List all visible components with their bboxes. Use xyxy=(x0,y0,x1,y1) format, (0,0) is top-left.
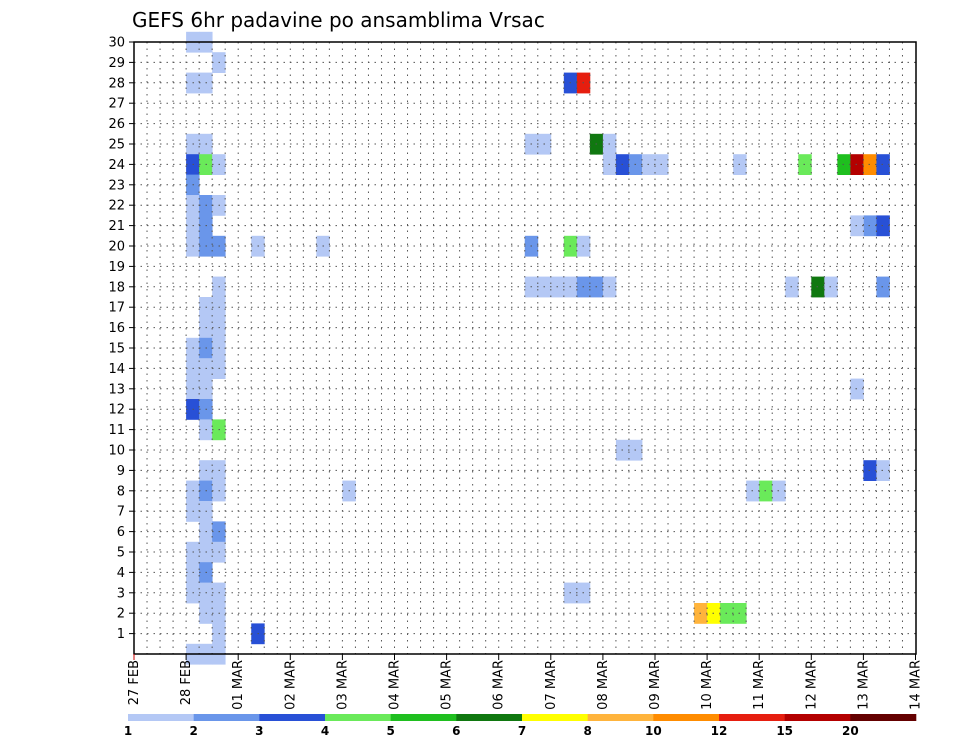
legend-label: 4 xyxy=(321,724,329,738)
legend-label: 10 xyxy=(645,724,662,738)
legend-swatch xyxy=(259,714,326,721)
legend-label: 3 xyxy=(255,724,263,738)
legend-swatch xyxy=(193,714,260,721)
legend-label: 7 xyxy=(518,724,526,738)
x-tick-label: 09 MAR xyxy=(648,660,663,710)
legend-label: 6 xyxy=(452,724,460,738)
y-tick-label: 15 xyxy=(108,342,125,357)
heatmap-cell xyxy=(863,154,877,175)
heatmap-cell xyxy=(876,276,890,298)
legend-swatch xyxy=(653,714,720,721)
legend-label: 12 xyxy=(711,724,728,738)
legend-label: 20 xyxy=(842,724,859,738)
x-tick-label: 14 MAR xyxy=(909,660,924,710)
y-tick-label: 29 xyxy=(108,56,125,71)
gridlines xyxy=(134,41,916,654)
y-tick-label: 2 xyxy=(117,607,125,622)
y-tick-label: 1 xyxy=(117,627,125,642)
y-tick-label: 30 xyxy=(108,36,125,51)
heatmap-cell xyxy=(837,154,851,175)
x-tick-label: 13 MAR xyxy=(856,660,871,710)
y-tick-label: 25 xyxy=(108,138,125,153)
heatmap-cell xyxy=(811,276,825,298)
legend-swatch xyxy=(325,714,391,721)
y-tick-label: 8 xyxy=(117,484,125,499)
y-tick-label: 13 xyxy=(108,382,125,397)
legend-label: 15 xyxy=(776,724,793,738)
x-tick-label: 07 MAR xyxy=(544,660,559,710)
y-tick-label: 21 xyxy=(108,219,125,234)
x-tick-label: 01 MAR xyxy=(231,660,246,710)
y-tick-label: 4 xyxy=(117,566,125,581)
y-tick-label: 7 xyxy=(117,505,125,520)
heatmap-cell xyxy=(850,378,864,400)
x-tick-label: 05 MAR xyxy=(440,660,455,710)
heatmap-cell xyxy=(824,276,838,298)
chart-title: GEFS 6hr padavine po ansamblima Vrsac xyxy=(132,8,545,32)
y-tick-label: 23 xyxy=(108,178,125,193)
y-tick-label: 20 xyxy=(108,240,125,255)
legend-swatch xyxy=(128,714,194,721)
y-tick-label: 5 xyxy=(117,546,125,561)
legend-swatch xyxy=(522,714,588,721)
color-legend: 1 2 3 4 5 6 7 8 10 12 15 20 xyxy=(124,714,917,738)
legend-swatch xyxy=(456,714,523,721)
heatmap-cell xyxy=(863,460,877,481)
y-tick-label: 12 xyxy=(108,403,125,418)
x-tick-label: 28 FEB xyxy=(179,660,194,705)
x-tick-label: 10 MAR xyxy=(700,660,715,710)
x-tick-label: 03 MAR xyxy=(335,660,350,710)
y-tick-label: 27 xyxy=(108,97,125,112)
y-tick-label: 9 xyxy=(117,464,125,479)
heatmap-cell xyxy=(850,215,864,237)
y-tick-label: 16 xyxy=(108,321,125,336)
heatmap-cell xyxy=(876,215,890,237)
y-tick-label: 14 xyxy=(108,362,125,377)
y-tick-label: 3 xyxy=(117,586,125,601)
legend-swatch xyxy=(719,714,785,721)
legend-label: 8 xyxy=(583,724,591,738)
y-tick-label: 11 xyxy=(108,423,125,438)
heatmap-cell xyxy=(876,154,890,175)
y-tick-label: 10 xyxy=(108,444,125,459)
x-tick-label: 06 MAR xyxy=(492,660,507,710)
legend-label: 2 xyxy=(189,724,197,738)
heatmap-cell xyxy=(863,215,877,237)
legend-swatch xyxy=(784,714,851,721)
y-tick-label: 26 xyxy=(108,117,125,132)
y-tick-label: 24 xyxy=(108,158,125,173)
x-tick-label: 04 MAR xyxy=(388,660,403,710)
y-tick-label: 18 xyxy=(108,280,125,295)
heatmap-cell xyxy=(876,460,890,481)
x-tick-label: 02 MAR xyxy=(283,660,298,710)
x-tick-label: 08 MAR xyxy=(596,660,611,710)
y-tick-label: 6 xyxy=(117,525,125,540)
legend-swatch xyxy=(390,714,457,721)
axis-ticks: 1234567891011121314151617181920212223242… xyxy=(108,36,923,710)
legend-swatch xyxy=(587,714,654,721)
x-tick-label: 27 FEB xyxy=(127,660,142,705)
y-tick-label: 22 xyxy=(108,199,125,214)
legend-swatch xyxy=(850,714,917,721)
legend-label: 5 xyxy=(386,724,394,738)
legend-label: 1 xyxy=(124,724,132,738)
y-tick-label: 28 xyxy=(108,76,125,91)
heatmap-cell xyxy=(850,154,864,175)
y-tick-label: 17 xyxy=(108,301,125,316)
x-tick-label: 12 MAR xyxy=(804,660,819,710)
x-tick-label: 11 MAR xyxy=(752,660,767,710)
y-tick-label: 19 xyxy=(108,260,125,275)
